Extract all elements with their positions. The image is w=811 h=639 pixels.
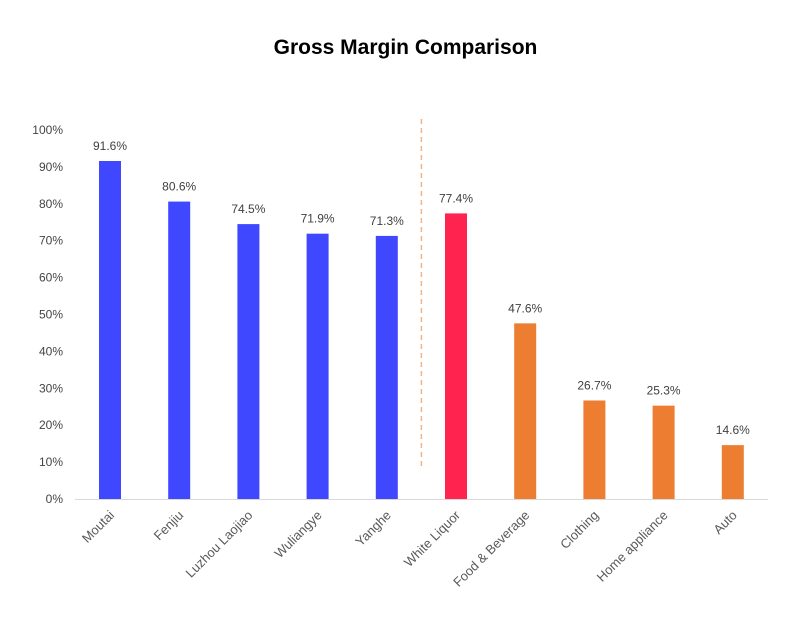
bar (583, 400, 606, 499)
x-tick-label: White Liquor (401, 507, 464, 570)
y-tick-label: 100% (32, 123, 63, 137)
x-tick-label: Yanghe (352, 508, 394, 550)
data-label: 25.3% (647, 384, 681, 398)
y-tick-label: 30% (39, 381, 63, 395)
y-tick-label: 90% (39, 160, 63, 174)
x-tick-label: Luzhou Laojiao (183, 508, 256, 581)
x-tick-label: Clothing (557, 508, 601, 552)
data-label: 91.6% (93, 139, 127, 153)
data-label: 74.5% (231, 202, 265, 216)
data-label: 80.6% (162, 180, 196, 194)
x-tick-label: Auto (710, 508, 740, 538)
y-tick-label: 10% (39, 455, 63, 469)
bar (237, 224, 260, 499)
data-label: 71.3% (370, 214, 404, 228)
bar (445, 213, 467, 500)
bar (99, 160, 121, 499)
data-label: 77.4% (439, 191, 473, 205)
x-tick-label: Food & Beverage (450, 508, 532, 590)
x-tick-label: Fenjiu (151, 508, 187, 544)
bar (306, 233, 329, 499)
x-tick-label: Moutai (79, 507, 117, 545)
data-label: 14.6% (716, 423, 750, 437)
bar (721, 445, 744, 499)
y-tick-label: 70% (39, 234, 63, 248)
data-label: 26.7% (577, 378, 611, 392)
bar (375, 235, 398, 499)
x-tick-label: Wuliangye (271, 508, 324, 561)
y-tick-label: 50% (39, 308, 63, 322)
y-tick-label: 40% (39, 344, 63, 358)
y-tick-label: 60% (39, 271, 63, 285)
y-tick-label: 20% (39, 418, 63, 432)
bar (168, 201, 191, 499)
bar (514, 323, 537, 499)
y-tick-label: 0% (46, 492, 64, 506)
data-label: 47.6% (508, 301, 542, 315)
data-label: 71.9% (301, 212, 335, 226)
y-tick-label: 80% (39, 197, 63, 211)
bar (652, 405, 675, 499)
chart-title: Gross Margin Comparison (273, 36, 538, 59)
x-tick-label: Home appliance (594, 508, 671, 585)
